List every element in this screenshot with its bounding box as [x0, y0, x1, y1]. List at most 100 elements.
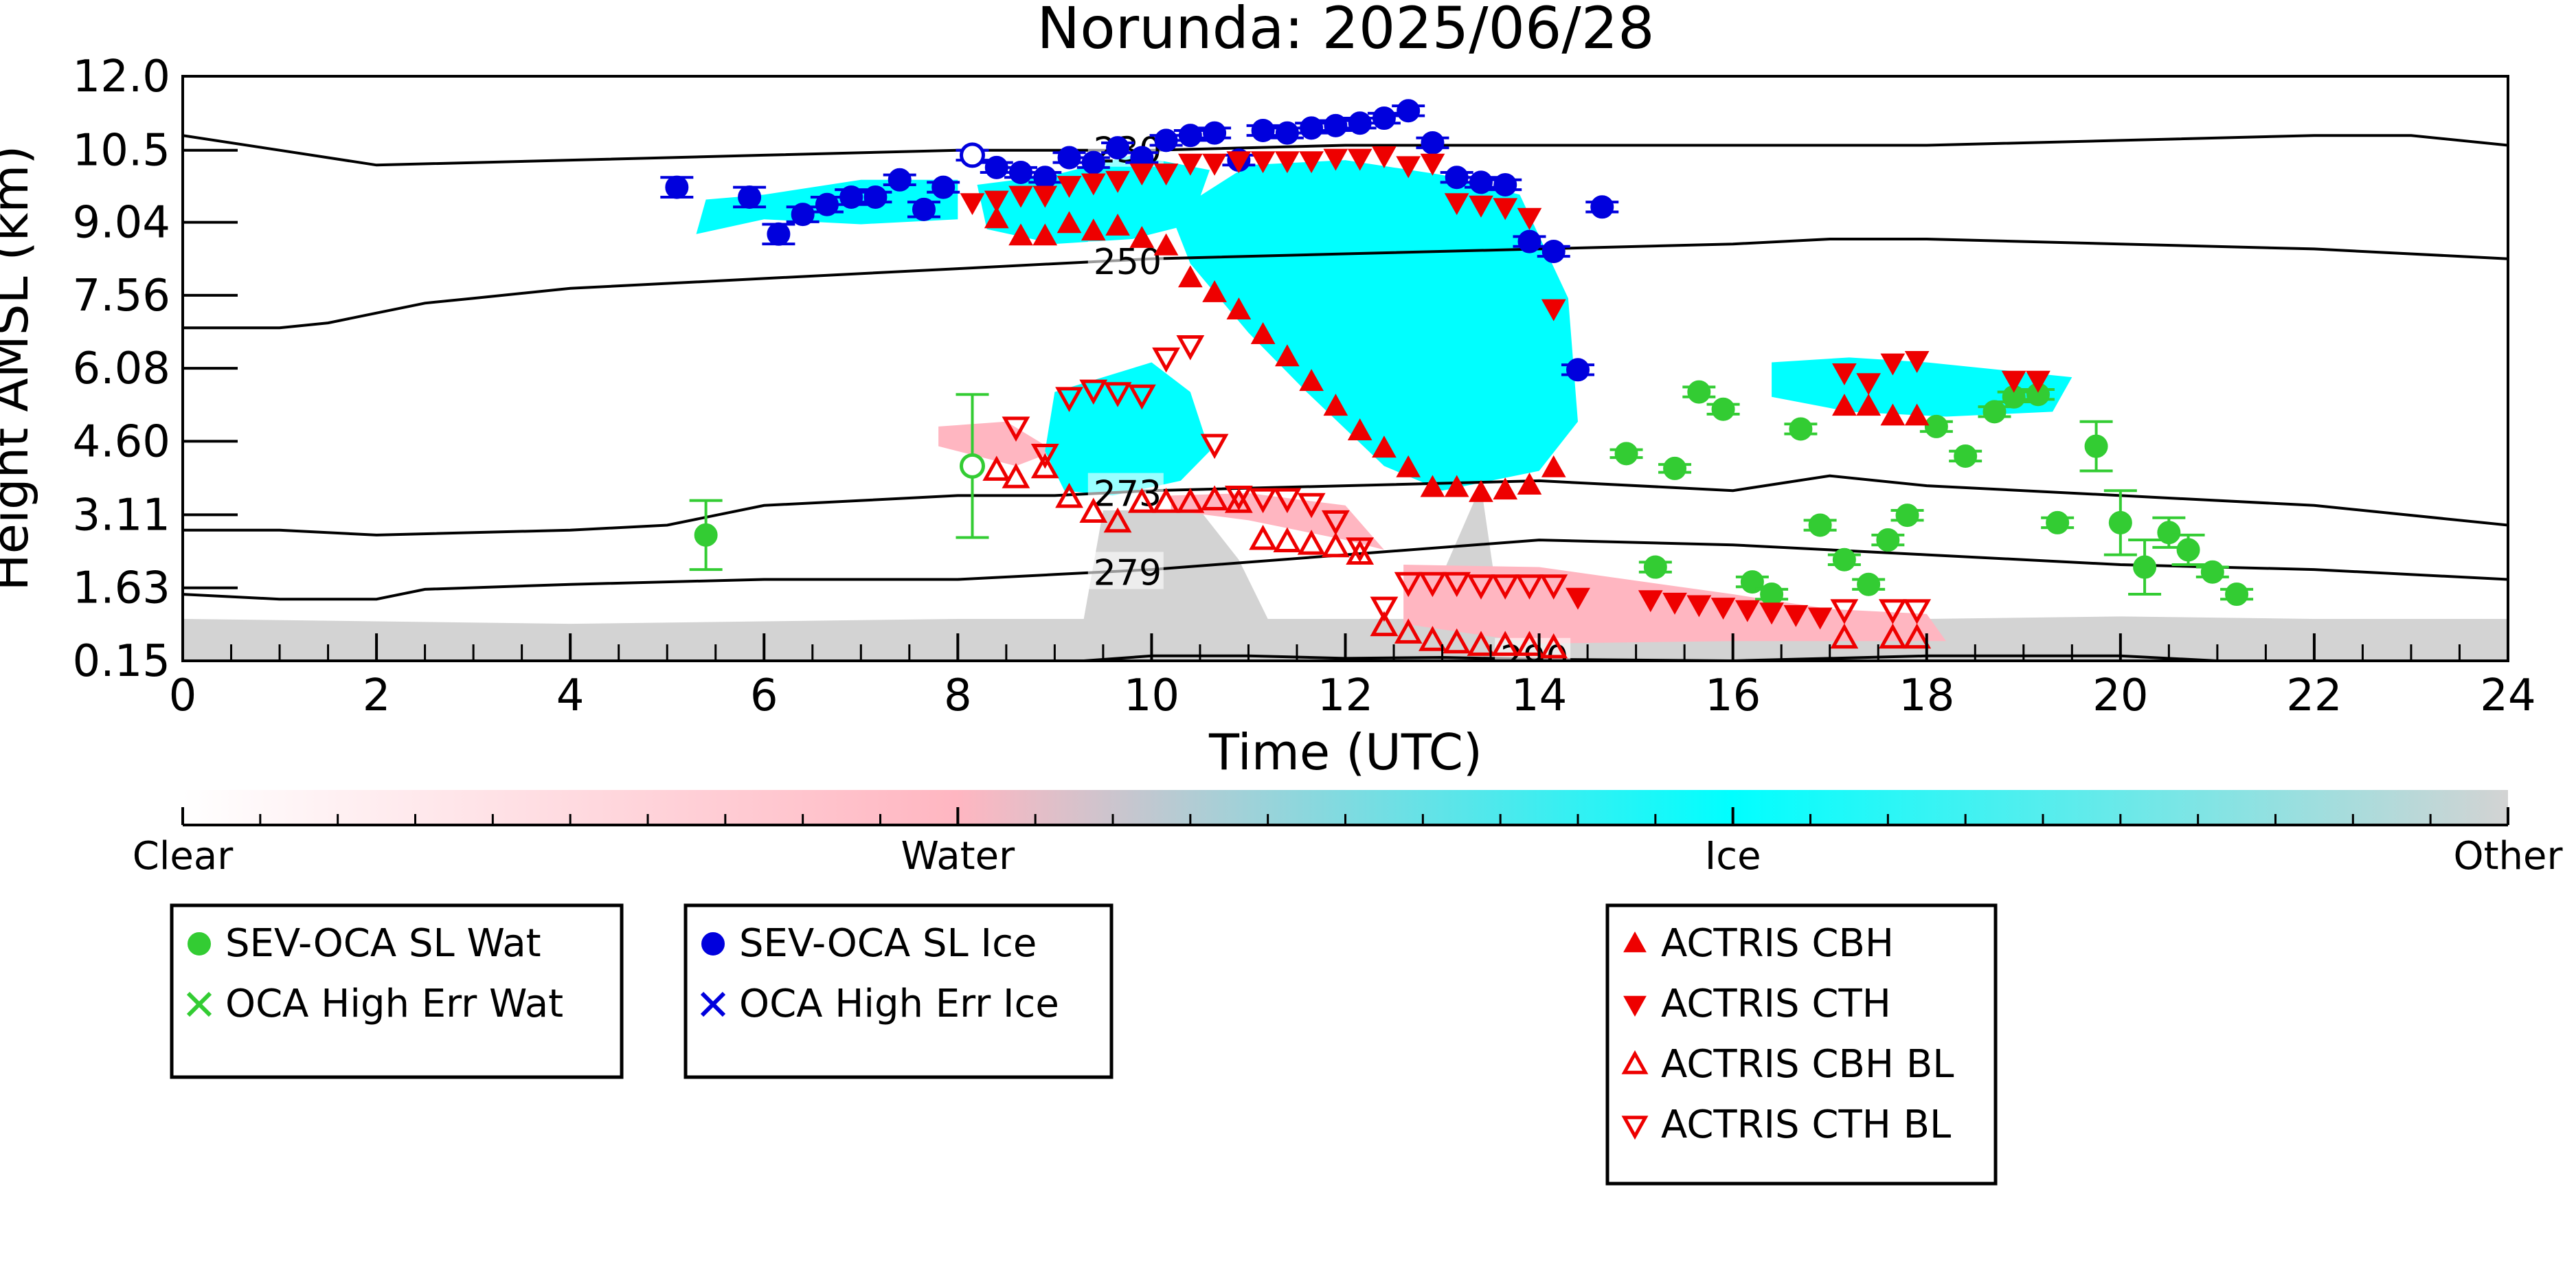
data-point: [767, 222, 791, 246]
data-point: [1590, 195, 1614, 219]
data-point: [1539, 633, 1568, 659]
data-point: [1347, 148, 1372, 171]
data-point: [1895, 504, 1919, 528]
data-point: [1202, 153, 1227, 176]
x-tick-label: 6: [750, 670, 778, 721]
data-point: [1830, 599, 1859, 624]
data-point: [1880, 353, 1906, 376]
data-point: [1030, 453, 1059, 479]
data-point: [1419, 626, 1447, 651]
data-point: [2001, 370, 2026, 393]
data-point: [1103, 382, 1132, 407]
other-region: [183, 486, 2508, 661]
contour-250: [183, 238, 2508, 330]
data-point: [1273, 488, 1302, 514]
data-point: [1129, 163, 1155, 186]
data-point: [815, 192, 839, 216]
data-point: [1372, 146, 1397, 168]
data-point: [1807, 607, 1833, 630]
data-point: [1614, 442, 1638, 466]
data-point: [1323, 148, 1348, 171]
legend-label: ACTRIS CTH BL: [1661, 1103, 1951, 1147]
ice-region: [1772, 357, 2072, 417]
data-point: [1394, 618, 1423, 644]
legend-marker: [1623, 931, 1647, 953]
x-tick-label: 12: [1318, 670, 1373, 721]
data-point: [1127, 488, 1156, 513]
colorbar-label: Ice: [1705, 834, 1761, 879]
data-point: [1735, 600, 1760, 622]
data-point: [2133, 555, 2157, 579]
data-point: [1515, 574, 1544, 600]
data-point: [1638, 590, 1663, 613]
data-point: [1924, 414, 1948, 438]
data-point: [1370, 596, 1399, 622]
data-point: [1348, 111, 1372, 135]
y-tick-label: 12.0: [73, 52, 171, 102]
data-point: [1372, 436, 1397, 458]
data-point: [1710, 598, 1736, 620]
data-point: [1372, 106, 1396, 131]
legend-marker: [700, 991, 726, 1017]
data-point: [1760, 583, 1784, 607]
data-point: [984, 206, 1009, 229]
data-point: [1687, 380, 1711, 404]
data-point: [1250, 151, 1276, 174]
colorbar: Clear Water Ice Other: [133, 790, 2563, 879]
data-point: [2157, 521, 2181, 545]
data-point: [1517, 473, 1542, 495]
y-tick-label: 10.5: [73, 126, 171, 177]
data-point: [1467, 574, 1495, 600]
data-point: [1421, 131, 1445, 155]
contour-230: [183, 134, 2508, 167]
data-point: [1103, 507, 1132, 533]
data-point: [1517, 229, 1541, 253]
x-axis: 0 2 4 6 8 10 12 14 16 18 20 22 24: [169, 633, 2536, 721]
data-point: [1178, 124, 1202, 148]
data-point: [1903, 623, 1932, 649]
data-point: [1153, 233, 1179, 256]
x-tick-label: 16: [1705, 670, 1761, 721]
data-point: [912, 197, 936, 221]
y-tick-label: 7.56: [73, 271, 171, 321]
data-point: [1346, 539, 1375, 565]
data-point: [960, 193, 985, 216]
data-point: [1250, 321, 1276, 344]
x-tick-label: 0: [169, 670, 197, 721]
y-tick-label: 0.15: [73, 636, 171, 687]
colorbar-label: Clear: [133, 834, 234, 879]
data-point: [1876, 528, 1900, 552]
x-tick-label: 4: [556, 670, 585, 721]
legend-label: SEV-OCA SL Ice: [739, 921, 1037, 966]
data-point: [1152, 347, 1180, 373]
chart-title: Norunda: 2025/06/28: [1037, 0, 1654, 62]
y-tick-label: 3.11: [73, 490, 171, 541]
series-actris-cbh: [984, 206, 1930, 502]
data-point: [1152, 488, 1180, 513]
data-point: [1856, 394, 1882, 416]
data-point: [1443, 628, 1471, 654]
data-point: [1443, 572, 1471, 598]
data-point: [1903, 599, 1932, 624]
data-point: [1251, 118, 1275, 142]
data-point: [1493, 198, 1518, 221]
data-point: [1224, 488, 1253, 513]
colorbar-label: Other: [2453, 834, 2563, 879]
data-point: [1081, 150, 1105, 174]
data-point: [1491, 631, 1519, 656]
y-tick-label: 6.08: [73, 343, 171, 394]
data-point: [1982, 400, 2007, 424]
data-point: [1419, 572, 1447, 598]
data-point: [1541, 455, 1566, 477]
data-point: [1008, 185, 1033, 208]
data-point: [1643, 555, 1667, 579]
data-point: [694, 523, 718, 547]
data-point: [1856, 373, 1882, 396]
data-point: [1539, 574, 1568, 600]
data-point: [1079, 497, 1108, 523]
data-point: [1203, 121, 1227, 145]
data-point: [1297, 493, 1326, 519]
data-point: [984, 155, 1008, 179]
data-point: [1711, 397, 1735, 421]
data-point: [839, 185, 863, 209]
